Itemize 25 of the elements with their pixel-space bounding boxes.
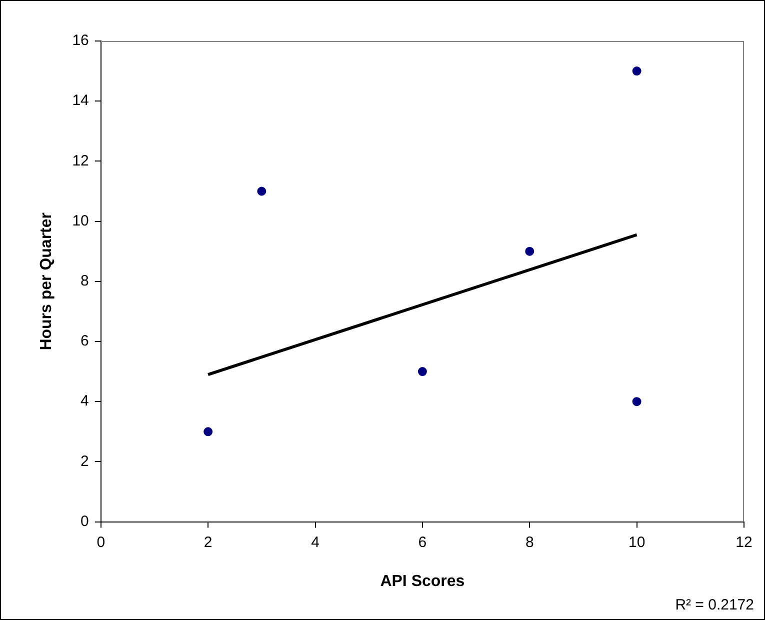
point — [418, 367, 427, 376]
x-tick-label: 10 — [628, 534, 646, 551]
y-tick-label: 14 — [72, 92, 89, 110]
x-tick-label: 8 — [525, 534, 534, 551]
y-tick-label: 10 — [72, 212, 89, 230]
x-tick-label: 2 — [204, 534, 212, 551]
y-tick-label: 12 — [72, 152, 89, 170]
y-tick-label: 6 — [80, 332, 89, 350]
point — [204, 427, 213, 436]
x-axis-title: API Scores — [380, 572, 465, 590]
y-tick-label: 16 — [72, 32, 89, 50]
y-tick-label: 4 — [80, 392, 89, 410]
point — [632, 66, 642, 76]
y-axis-title: Hours per Quarter — [38, 212, 56, 350]
point — [632, 397, 642, 406]
x-tick-label: 0 — [96, 534, 106, 551]
point — [257, 186, 266, 196]
x-tick-label: 4 — [311, 534, 320, 551]
y-tick-label: 0 — [80, 512, 89, 530]
y-tick-label: 2 — [80, 452, 89, 470]
point — [525, 246, 534, 256]
x-tick-label: 12 — [736, 534, 752, 551]
y-tick-label: 8 — [80, 272, 89, 290]
x-tick-label: 6 — [418, 534, 427, 551]
text: R² = 0.2172 — [675, 596, 754, 614]
